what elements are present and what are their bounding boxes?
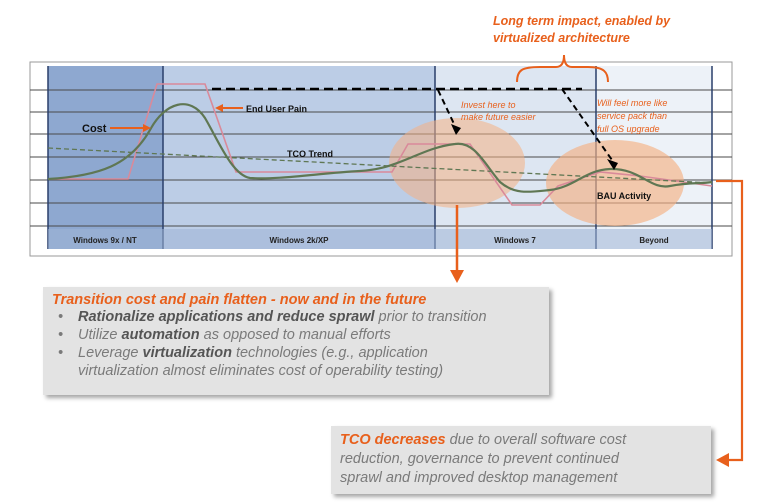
transition-callout-title: Transition cost and pain flatten - now a… (52, 292, 427, 308)
bullet-strong: virtualization (142, 345, 232, 361)
header-line2: virtualized architecture (493, 31, 630, 45)
arrowhead-icon (143, 124, 151, 132)
tco-decreases-text: due to overall software cost (445, 432, 627, 448)
cost-label: Cost (82, 123, 107, 135)
bullet-text: prior to transition (374, 309, 487, 325)
bullet-text: Utilize (78, 327, 122, 343)
tco-decreases-text: sprawl and improved desktop management (340, 470, 618, 486)
arrowhead-icon (716, 453, 729, 467)
header-brace (516, 54, 609, 83)
will-label-line2: service pack than (597, 111, 667, 121)
phase-label: Windows 9x / NT (73, 236, 137, 245)
tco-decreases-strong: TCO decreases (340, 432, 446, 448)
arrowhead-icon (607, 159, 618, 170)
bullet-text: as opposed to manual efforts (199, 327, 391, 343)
invest-label-line2: make future easier (461, 112, 537, 122)
end-user-pain-label: End User Pain (246, 104, 307, 114)
cost-line (47, 103, 713, 193)
callout-bullet: • Utilize automation as opposed to manua… (58, 327, 391, 343)
tco-decreases-callout: TCO decreases due to overall software co… (331, 426, 711, 494)
invest-dashed-arrow (437, 89, 456, 127)
arrowhead-icon (451, 124, 461, 135)
bullet-strong: Rationalize applications and reduce spra… (78, 309, 375, 325)
tco-trend-label: TCO Trend (287, 149, 333, 159)
end-user-pain-line (48, 83, 713, 206)
bau-highlight-ellipse (546, 140, 684, 226)
phase-label: Windows 7 (494, 236, 536, 245)
bullet-text: virtualization almost eliminates cost of… (78, 363, 444, 379)
callout-bullet: • Leverage virtualization technologies (… (58, 345, 444, 379)
bau-label: BAU Activity (597, 191, 651, 201)
phase-label: Windows 2k/XP (269, 236, 329, 245)
bullet-strong: automation (121, 327, 200, 343)
arrowhead-icon (450, 270, 464, 283)
bullet-text: Leverage (78, 345, 143, 361)
invest-highlight-ellipse (389, 118, 525, 208)
arrow-to-box2 (716, 179, 744, 462)
will-label-line3: full OS upgrade (597, 124, 660, 134)
will-label-line1: Will feel more like (597, 98, 667, 108)
bullet-text: technologies (e.g., application (231, 345, 428, 361)
transition-callout: Transition cost and pain flatten - now a… (43, 287, 549, 395)
will-dashed-arrow (561, 88, 613, 161)
callout-bullet: • Rationalize applications and reduce sp… (58, 309, 487, 325)
invest-label-line1: Invest here to (461, 100, 516, 110)
phase-label-strip (48, 229, 712, 249)
header-line1: Long term impact, enabled by (493, 14, 671, 28)
phase-label: Beyond (639, 236, 668, 245)
arrowhead-icon (215, 104, 223, 112)
tco-decreases-text: reduction, governance to prevent continu… (340, 451, 619, 467)
tco-trend-line (47, 147, 713, 184)
